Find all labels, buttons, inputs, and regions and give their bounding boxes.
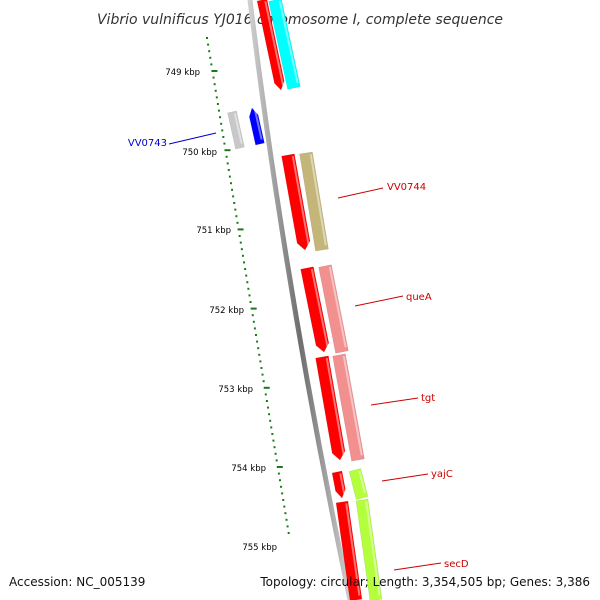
feature-blue-1 [249,107,265,146]
feature-grey-1 [227,110,245,150]
leader-line [370,397,419,406]
leader-line [168,132,217,145]
chromosome-backbone [247,0,353,600]
leader-line [381,473,429,482]
leader-line [337,187,384,199]
leader-line [354,295,404,307]
feature-salmon-1-body [318,264,349,354]
feature-red-1-shine [264,1,285,86]
feature-red-6-body [335,500,363,600]
feature-salmon-1-shine [328,266,347,348]
feature-lime-2-shine [365,501,381,596]
feature-lime-2-body [355,498,383,600]
topology-text: Topology: circular; Length: 3,354,505 bp… [259,575,590,589]
feature-red-4-shine [325,358,345,456]
feature-blue-1-body [249,107,265,146]
feature-red-1-body [256,0,285,91]
scale-labels: 749 kbp 750 kbp 751 kbp 752 kbp 753 kbp 754 k… [165,68,277,553]
feature-red-5-shine [339,473,346,494]
feature-cyan-1-body [268,0,301,90]
feature-red-5-body [331,470,346,499]
gene-label-vv0743: VV0743 [128,138,167,149]
feature-cyan-1 [268,0,301,90]
feature-red-3-shine [310,268,329,348]
feature-red-2 [281,153,311,251]
accession-text: Accession: NC_005139 [9,575,145,589]
gene-label-quea: queA [406,292,432,303]
feature-blue-1-shine [253,109,263,140]
scale-label: 750 kbp [182,148,217,158]
gene-label-tgt: tgt [421,393,435,404]
feature-red-4 [315,355,346,461]
feature-red-4-body [315,355,346,461]
scale-label: 755 kbp [242,543,277,553]
scale-label: 751 kbp [196,226,231,236]
scale-label: 753 kbp [218,385,253,395]
leader-line [393,562,442,571]
gene-labels: VV0743 VV0744 queA tgt yajC secD [128,138,469,570]
feature-salmon-2 [332,353,365,462]
gene-label-yajc: yajC [431,469,453,480]
feature-cyan-1-shine [278,0,299,84]
feature-grey-1-body [227,110,245,150]
feature-red-5 [331,470,346,499]
feature-red-6-shine [345,503,361,596]
gene-label-secd: secD [444,559,469,570]
feature-olive-1-shine [309,154,327,246]
feature-lime-1-shine [358,470,366,494]
gene-features [227,0,383,600]
scale-label: 752 kbp [209,306,244,316]
feature-salmon-2-body [332,353,365,462]
scale-label: 754 kbp [231,464,266,474]
feature-red-1 [256,0,285,91]
feature-salmon-2-shine [342,355,363,456]
feature-red-6 [335,500,363,600]
feature-lime-1 [348,468,369,500]
feature-salmon-1 [318,264,349,354]
map-title: Vibrio vulnificus YJ016 chromosome I, co… [97,12,503,28]
feature-lime-2 [355,498,383,600]
gene-label-vv0744: VV0744 [387,182,426,193]
label-leaders [168,132,442,571]
scale-label: 749 kbp [165,68,200,78]
feature-red-3-body [300,266,330,353]
scale-ticks [206,37,290,534]
feature-red-2-body [281,153,311,251]
feature-red-2-shine [291,155,310,246]
feature-olive-1 [299,151,329,252]
feature-grey-1-shine [233,113,243,144]
feature-red-3 [300,266,330,353]
feature-lime-1-body [348,468,369,500]
feature-olive-1-body [299,151,329,252]
